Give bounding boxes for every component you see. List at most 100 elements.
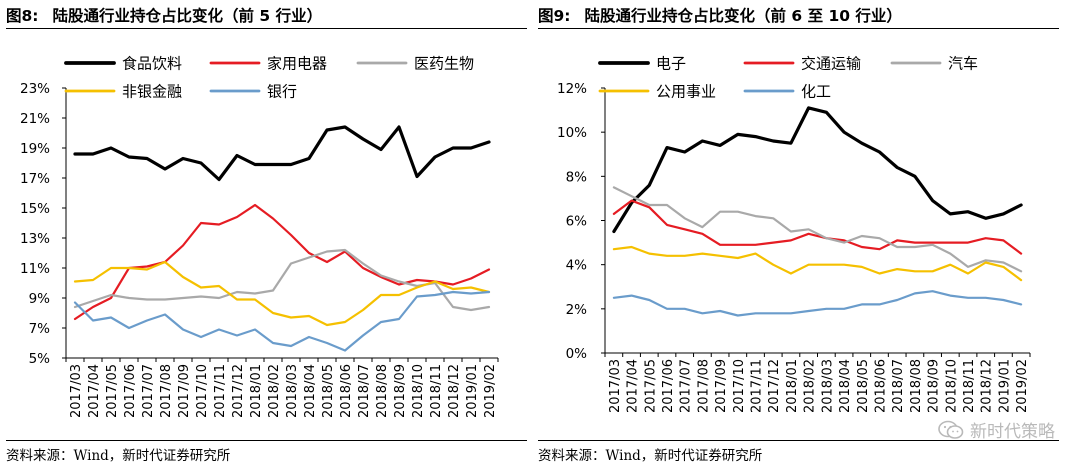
y-tick-label: 21% [20, 111, 50, 127]
figure-label: 图9: [538, 7, 571, 25]
x-tick-label: 2018/09 [393, 364, 408, 418]
legend-label: 医药生物 [414, 55, 474, 73]
series-line [73, 125, 491, 182]
source-rule [6, 440, 527, 441]
legend-label: 交通运输 [801, 55, 861, 73]
chart-panel-fig9: 图9: 陆股通行业持仓占比变化（前 6 至 10 行业） 12% 10% 8% 6% 4%… [538, 0, 1059, 476]
x-tick-label: 2018/01 [785, 359, 800, 413]
y-tick-label: 8% [566, 169, 588, 185]
series-line [73, 290, 491, 352]
x-tick-label: 2017/08 [159, 364, 174, 418]
x-tick-label: 2019/02 [483, 364, 498, 418]
x-tick-label: 2017/12 [767, 359, 782, 413]
x-tick-label: 2017/05 [105, 364, 120, 418]
x-tick-label: 2018/12 [980, 359, 995, 413]
x-tick-label: 2017/07 [679, 359, 694, 413]
y-tick-label: 0% [566, 346, 588, 362]
figure-title: 陆股通行业持仓占比变化（前 6 至 10 行业） [584, 7, 902, 25]
series-line [612, 245, 1023, 282]
legend-label: 银行 [267, 83, 297, 101]
x-tick-label: 2017/05 [643, 359, 658, 413]
legend-label: 家用电器 [267, 55, 327, 73]
y-tick-label: 10% [557, 125, 587, 141]
y-tick-label: 19% [20, 141, 50, 157]
y-tick-label: 13% [20, 231, 50, 247]
title-rule [538, 28, 1059, 29]
y-tick-label: 6% [566, 214, 588, 230]
line-chart-fig9: 12%10%8%6%4%2%0%2017/03 2017/04 2017/05 201… [557, 55, 1031, 413]
x-tick-label: 2018/04 [838, 359, 853, 413]
y-tick-label: 2% [566, 302, 588, 318]
x-tick-label: 2018/07 [891, 359, 906, 413]
x-tick-label: 2018/02 [803, 359, 818, 413]
figure-title: 陆股通行业持仓占比变化（前 5 行业） [52, 7, 323, 25]
x-tick-label: 2018/10 [411, 364, 426, 418]
series-line [612, 290, 1023, 317]
x-tick-label: 2017/04 [626, 359, 641, 413]
x-tick-label: 2018/11 [962, 359, 977, 413]
x-tick-label: 2018/04 [303, 364, 318, 418]
x-tick-label: 2018/01 [249, 364, 264, 418]
x-tick-label: 2017/06 [123, 364, 138, 418]
series-line [73, 203, 491, 321]
x-tick-label: 2017/06 [661, 359, 676, 413]
x-tick-label: 2017/09 [714, 359, 729, 413]
x-tick-label: 2018/06 [873, 359, 888, 413]
x-tick-label: 2018/06 [339, 364, 354, 418]
legend-label: 非银金融 [122, 83, 182, 101]
x-tick-label: 2017/12 [231, 364, 246, 418]
x-tick-label: 2017/11 [213, 364, 228, 418]
x-tick-label: 2017/07 [141, 364, 156, 418]
x-tick-label: 2018/12 [447, 364, 462, 418]
x-tick-label: 2018/08 [375, 364, 390, 418]
x-tick-label: 2017/10 [195, 364, 210, 418]
legend-label: 电子 [656, 55, 686, 73]
watermark-text: 新时代策略 [970, 422, 1055, 442]
x-tick-label: 2018/08 [909, 359, 924, 413]
x-tick-label: 2017/03 [69, 364, 84, 418]
chart-title: 图9: 陆股通行业持仓占比变化（前 6 至 10 行业） [538, 4, 902, 26]
x-tick-label: 2017/11 [750, 359, 765, 413]
y-tick-label: 12% [557, 81, 587, 97]
x-tick-label: 2018/07 [357, 364, 372, 418]
x-tick-label: 2018/09 [927, 359, 942, 413]
y-tick-label: 15% [20, 201, 50, 217]
x-tick-label: 2017/04 [87, 364, 102, 418]
source-rule [538, 440, 1059, 441]
x-tick-label: 2019/02 [1015, 359, 1030, 413]
x-tick-label: 2017/09 [177, 364, 192, 418]
x-tick-label: 2017/10 [732, 359, 747, 413]
y-tick-label: 5% [29, 351, 51, 367]
legend-label: 汽车 [948, 55, 978, 73]
x-tick-label: 2019/01 [997, 359, 1012, 413]
legend-label: 食品饮料 [122, 55, 182, 73]
y-tick-label: 23% [20, 81, 50, 97]
source-note: 资料来源：Wind，新时代证券研究所 [538, 448, 763, 464]
x-tick-label: 2018/02 [267, 364, 282, 418]
y-tick-label: 11% [20, 261, 50, 277]
wechat-icon [938, 420, 964, 439]
x-tick-label: 2019/01 [465, 364, 480, 418]
series-line [612, 106, 1023, 234]
x-tick-label: 2018/03 [285, 364, 300, 418]
legend-label: 公用事业 [656, 83, 716, 101]
legend-label: 化工 [801, 83, 831, 101]
series-line [612, 186, 1023, 273]
y-tick-label: 9% [29, 291, 51, 307]
x-tick-label: 2017/08 [696, 359, 711, 413]
x-tick-label: 2018/03 [820, 359, 835, 413]
watermark: 新时代策略 [938, 417, 1055, 442]
figure-label: 图8: [6, 7, 39, 25]
y-tick-label: 17% [20, 171, 50, 187]
y-tick-label: 7% [29, 321, 51, 337]
chart-panel-fig8: 图8: 陆股通行业持仓占比变化（前 5 行业） 23% 21% 19% 17% 15% 13… [6, 0, 527, 476]
title-rule [6, 28, 527, 29]
series-line [73, 260, 491, 327]
series-line [612, 199, 1023, 255]
source-note: 资料来源：Wind，新时代证券研究所 [6, 448, 231, 464]
line-chart-fig8: 23%21%19%17%15%13%11%9%7%5%2017/03 2017/0… [20, 55, 499, 418]
x-tick-label: 2018/10 [944, 359, 959, 413]
x-tick-label: 2018/05 [321, 364, 336, 418]
y-tick-label: 4% [566, 258, 588, 274]
x-tick-label: 2018/05 [856, 359, 871, 413]
